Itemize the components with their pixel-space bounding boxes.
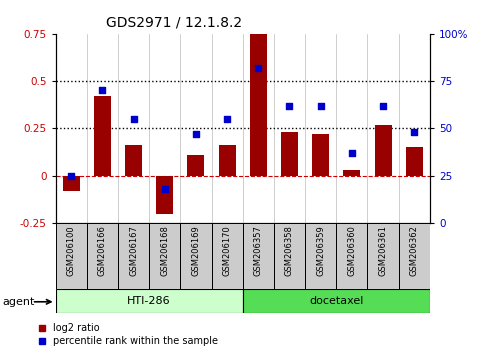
Bar (56, 289, 242, 313)
Text: GSM206357: GSM206357 (254, 225, 263, 276)
Bar (63, 176, 80, 191)
Bar (250, 34, 267, 176)
Text: HTI-286: HTI-286 (128, 296, 171, 306)
Bar (94, 96, 111, 176)
Text: agent: agent (2, 297, 35, 307)
Text: GSM206100: GSM206100 (67, 225, 76, 276)
Text: docetaxel: docetaxel (309, 296, 364, 306)
Bar (156, 176, 173, 213)
Point (317, 103, 325, 108)
Bar (343, 170, 360, 176)
Bar (180, 223, 212, 289)
Point (99, 88, 106, 93)
Point (285, 103, 293, 108)
Bar (242, 289, 430, 313)
Legend: log2 ratio, percentile rank within the sample: log2 ratio, percentile rank within the s… (39, 324, 218, 346)
Bar (87, 223, 118, 289)
Bar (406, 147, 423, 176)
Text: GSM206360: GSM206360 (347, 225, 356, 276)
Bar (118, 223, 149, 289)
Point (129, 116, 137, 122)
Bar (398, 223, 430, 289)
Text: GSM206167: GSM206167 (129, 225, 138, 276)
Bar (212, 223, 242, 289)
Point (161, 186, 169, 192)
Text: GSM206362: GSM206362 (410, 225, 419, 276)
Bar (125, 145, 142, 176)
Point (379, 103, 387, 108)
Text: GSM206358: GSM206358 (285, 225, 294, 276)
Text: GSM206170: GSM206170 (223, 225, 232, 276)
Text: GDS2971 / 12.1.8.2: GDS2971 / 12.1.8.2 (106, 16, 242, 30)
Bar (336, 223, 368, 289)
Point (223, 116, 231, 122)
Point (348, 150, 356, 156)
Bar (312, 134, 329, 176)
Text: GSM206361: GSM206361 (379, 225, 387, 276)
Bar (374, 125, 392, 176)
Bar (187, 155, 204, 176)
Bar (56, 223, 87, 289)
Point (411, 129, 418, 135)
Bar (281, 132, 298, 176)
Bar (149, 223, 180, 289)
Text: GSM206169: GSM206169 (191, 225, 200, 276)
Point (255, 65, 262, 70)
Point (192, 131, 200, 137)
Bar (305, 223, 336, 289)
Text: GSM206168: GSM206168 (160, 225, 169, 276)
Bar (218, 145, 236, 176)
Bar (368, 223, 398, 289)
Text: GSM206166: GSM206166 (98, 225, 107, 276)
Point (67, 173, 75, 178)
Text: GSM206359: GSM206359 (316, 225, 325, 276)
Bar (274, 223, 305, 289)
Bar (242, 223, 274, 289)
